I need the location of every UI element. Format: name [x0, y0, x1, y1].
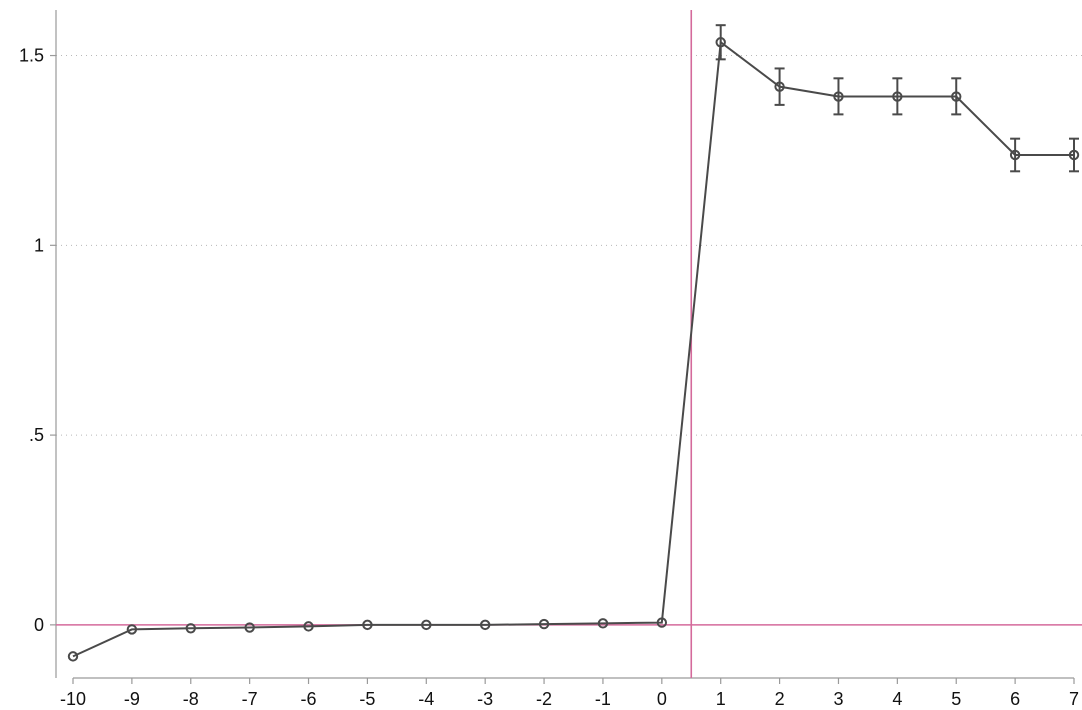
data-point	[244, 622, 255, 633]
x-tick-label: -6	[301, 689, 317, 709]
x-tick-label: 1	[716, 689, 726, 709]
x-tick-label: -1	[595, 689, 611, 709]
data-point	[479, 619, 491, 631]
data-point	[362, 619, 373, 631]
data-point	[1009, 149, 1021, 161]
x-tick-label: -8	[183, 689, 199, 709]
x-tick-label: 5	[951, 689, 961, 709]
x-tick-label: 7	[1069, 689, 1079, 709]
data-point	[303, 621, 314, 632]
gridlines	[56, 55, 1082, 436]
reference-lines	[56, 10, 1082, 678]
data-point	[833, 91, 844, 102]
x-tick-label: -9	[124, 689, 140, 709]
data-points	[67, 37, 1080, 662]
data-point	[421, 619, 432, 631]
data-point	[774, 81, 785, 92]
x-ticks: -10 -9 -8 -7 -6 -5 -4 -3 -2 -1 0 1 2 3 4 5 6 7	[60, 678, 1079, 709]
y-tick-label: 1.5	[19, 46, 44, 66]
data-point	[126, 624, 138, 635]
axes	[55, 10, 1074, 679]
x-tick-label: 2	[775, 689, 785, 709]
series-line	[72, 40, 1074, 658]
data-point	[1068, 149, 1080, 161]
data-point	[892, 91, 903, 102]
x-tick-label: 3	[833, 689, 843, 709]
data-point	[538, 618, 550, 630]
x-tick-label: -7	[242, 689, 258, 709]
data-point	[185, 623, 196, 634]
data-point	[715, 37, 726, 48]
x-tick-label: -4	[418, 689, 434, 709]
x-tick-label: 4	[892, 689, 902, 709]
y-tick-label: .5	[29, 425, 44, 445]
error-bars	[715, 24, 1079, 173]
data-point	[951, 91, 962, 102]
x-tick-label: 0	[657, 689, 667, 709]
y-ticks: 0 .5 1 1.5	[19, 46, 56, 635]
x-tick-label: -5	[359, 689, 375, 709]
data-point	[67, 651, 79, 662]
y-tick-label: 1	[34, 235, 44, 255]
x-tick-label: -10	[60, 689, 86, 709]
x-tick-label: -3	[477, 689, 493, 709]
y-tick-label: 0	[34, 615, 44, 635]
x-tick-label: 6	[1010, 689, 1020, 709]
data-point	[597, 618, 609, 629]
x-tick-label: -2	[536, 689, 552, 709]
data-point	[656, 617, 668, 628]
